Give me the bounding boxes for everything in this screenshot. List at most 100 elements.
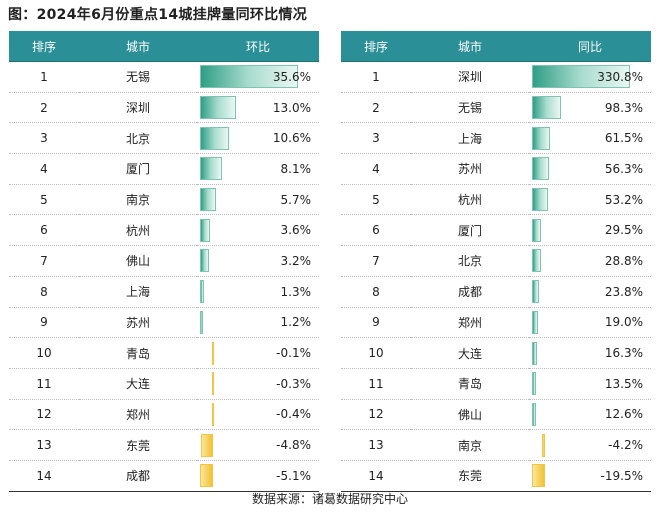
city-cell: 苏州: [411, 153, 529, 185]
value-cell: 13.5%: [529, 368, 651, 400]
table-row: 14 成都 -5.1%: [9, 460, 319, 492]
city-cell: 上海: [79, 276, 197, 308]
value-label: -0.1%: [276, 346, 311, 361]
value-bar: [211, 372, 214, 396]
city-cell: 佛山: [79, 245, 197, 277]
value-label: 56.3%: [604, 161, 643, 176]
rank-cell: 13: [9, 429, 79, 461]
mom-table-body: 1 无锡 35.6% 2 深圳 13.0% 3 北京 10.6% 4 厦门 8.1% 5 南京 5.7% 6 杭…: [9, 61, 319, 492]
value-cell: 1.2%: [197, 307, 319, 339]
city-cell: 青岛: [79, 337, 197, 369]
value-cell: 12.6%: [529, 399, 651, 431]
table-row: 6 杭州 3.6%: [9, 214, 319, 247]
mom-table: 排序 城市 环比 1 无锡 35.6% 2 深圳 13.0% 3 北京 10.6% 4 厦门 8.1%…: [9, 31, 319, 492]
table-row: 12 郑州 -0.4%: [9, 399, 319, 431]
value-bar: [542, 433, 545, 457]
table-row: 2 深圳 13.0%: [9, 92, 319, 124]
table-row: 5 南京 5.7%: [9, 184, 319, 216]
city-cell: 成都: [411, 276, 529, 308]
table-row: 1 深圳 330.8%: [341, 61, 651, 93]
rank-cell: 2: [341, 92, 411, 124]
rank-cell: 11: [341, 368, 411, 400]
table-row: 6 厦门 29.5%: [341, 214, 651, 247]
value-bar: [532, 218, 541, 242]
value-cell: 35.6%: [197, 61, 319, 93]
city-cell: 深圳: [79, 92, 197, 124]
value-label: 23.8%: [604, 284, 643, 299]
rank-cell: 14: [9, 460, 79, 492]
rank-cell: 8: [341, 276, 411, 308]
city-cell: 大连: [79, 368, 197, 400]
city-cell: 大连: [411, 337, 529, 369]
value-label: 61.5%: [604, 131, 643, 146]
city-cell: 上海: [411, 122, 529, 155]
city-cell: 无锡: [79, 61, 197, 93]
table-row: 2 无锡 98.3%: [341, 92, 651, 124]
value-bar: [532, 372, 536, 396]
table-row: 14 东莞 -19.5%: [341, 460, 651, 492]
value-bar: [532, 96, 562, 120]
value-bar: [200, 310, 204, 334]
header-mom: 环比: [197, 31, 319, 62]
value-cell: 28.8%: [529, 245, 651, 277]
value-label: 13.5%: [604, 376, 643, 391]
value-cell: 16.3%: [529, 337, 651, 369]
value-cell: 29.5%: [529, 214, 651, 247]
value-cell: 1.3%: [197, 276, 319, 308]
table-row: 7 佛山 3.2%: [9, 245, 319, 277]
rank-cell: 5: [341, 184, 411, 216]
value-bar: [200, 65, 298, 89]
value-cell: 330.8%: [529, 61, 651, 93]
value-bar: [532, 280, 540, 304]
city-cell: 厦门: [79, 153, 197, 185]
city-cell: 南京: [411, 429, 529, 461]
rank-cell: 11: [9, 368, 79, 400]
city-cell: 东莞: [411, 460, 529, 492]
value-bar: [200, 157, 223, 181]
table-header-row: 排序 城市 环比: [9, 31, 319, 62]
value-cell: 19.0%: [529, 307, 651, 339]
value-bar: [532, 341, 537, 365]
rank-cell: 5: [9, 184, 79, 216]
value-cell: 8.1%: [197, 153, 319, 185]
table-row: 11 大连 -0.3%: [9, 368, 319, 400]
value-label: -4.2%: [608, 438, 643, 453]
rank-cell: 10: [9, 337, 79, 369]
city-cell: 东莞: [79, 429, 197, 461]
value-label: 1.3%: [280, 284, 312, 299]
rank-cell: 12: [341, 399, 411, 431]
chart-title: 图：2024年6月份重点14城挂牌量同环比情况: [8, 7, 308, 23]
table-row: 10 青岛 -0.1%: [9, 337, 319, 369]
rank-cell: 8: [9, 276, 79, 308]
value-label: 19.0%: [604, 315, 643, 330]
value-bar: [532, 65, 630, 89]
rank-cell: 4: [9, 153, 79, 185]
city-cell: 郑州: [79, 399, 197, 431]
header-rank: 排序: [341, 31, 411, 62]
city-cell: 深圳: [411, 61, 529, 93]
value-bar: [200, 464, 213, 488]
rank-cell: 4: [341, 153, 411, 185]
value-label: 10.6%: [272, 131, 311, 146]
value-label: -19.5%: [600, 468, 643, 483]
value-label: 98.3%: [604, 100, 643, 115]
value-bar: [200, 188, 216, 212]
value-cell: 5.7%: [197, 184, 319, 216]
value-cell: 13.0%: [197, 92, 319, 124]
city-cell: 成都: [79, 460, 197, 492]
city-cell: 北京: [411, 245, 529, 277]
value-label: -4.8%: [276, 438, 311, 453]
value-bar: [200, 96, 236, 120]
value-bar: [532, 402, 536, 426]
value-cell: 3.2%: [197, 245, 319, 277]
yoy-table-body: 1 深圳 330.8% 2 无锡 98.3% 3 上海 61.5% 4 苏州 56.3% 5 杭州 53.2…: [341, 61, 651, 492]
value-cell: 56.3%: [529, 153, 651, 185]
rank-cell: 12: [9, 399, 79, 431]
value-label: 1.2%: [280, 315, 312, 330]
value-bar: [532, 249, 541, 273]
value-label: 3.6%: [280, 223, 312, 238]
value-bar: [200, 249, 209, 273]
header-yoy: 同比: [529, 31, 651, 62]
rank-cell: 1: [9, 61, 79, 93]
value-bar: [211, 402, 214, 426]
